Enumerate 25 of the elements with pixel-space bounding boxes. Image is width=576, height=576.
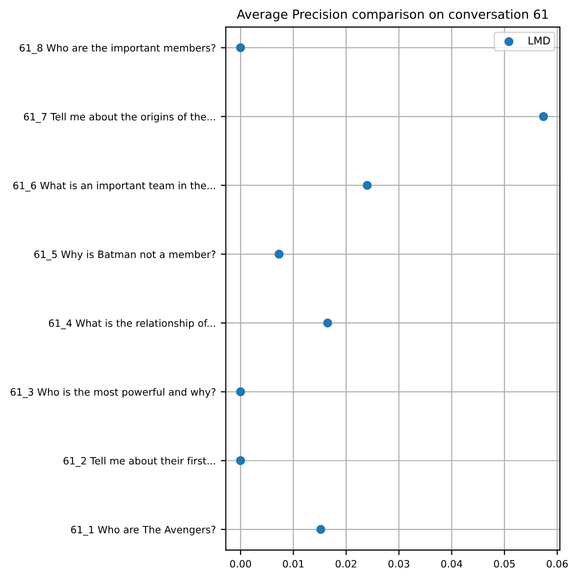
y-tick-label: 61_7 Tell me about the origins of the... (24, 112, 215, 123)
point (236, 456, 246, 466)
point (236, 387, 246, 396)
x-tick-label: 0.06 (546, 560, 568, 568)
x-tick-label: 0.01 (282, 560, 304, 568)
y-tick-label: 61_3 Who is the most powerful and why? (10, 388, 216, 398)
y-tick-label: 61_6 What is an important team in the... (13, 182, 215, 192)
y-tick-label: 61_5 Why is Batman not a member? (34, 250, 216, 260)
x-tick-label: 0.00 (230, 560, 252, 568)
chart-title: Average Precision comparison on conversation 61 (236, 9, 548, 22)
point (236, 43, 246, 52)
x-tick-label: 0.04 (441, 560, 462, 568)
point (362, 180, 372, 190)
point (323, 318, 332, 328)
x-tick-label: 0.03 (388, 560, 410, 568)
y-tick-label: 61_4 What is the relationship of... (48, 319, 215, 330)
y-tick-label: 61_1 Who are The Avengers? (71, 526, 216, 536)
y-tick-label: 61_2 Tell me about their first... (64, 456, 215, 467)
x-tick-label: 0.05 (494, 560, 515, 568)
y-tick-label: 61_8 Who are the important members? (20, 44, 216, 54)
point (316, 524, 326, 534)
x-tick-label: 0.02 (336, 560, 356, 568)
legend-label: LMD (528, 36, 550, 44)
point (539, 112, 548, 122)
point (274, 250, 284, 259)
